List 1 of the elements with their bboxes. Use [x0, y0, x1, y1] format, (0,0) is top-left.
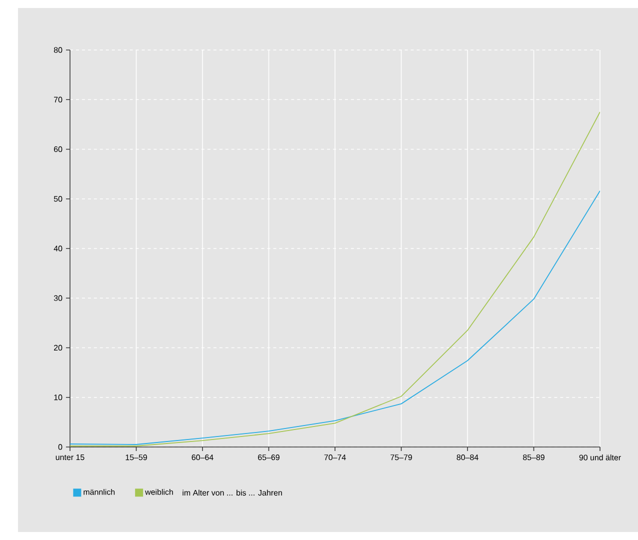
- line-series: [70, 190, 600, 445]
